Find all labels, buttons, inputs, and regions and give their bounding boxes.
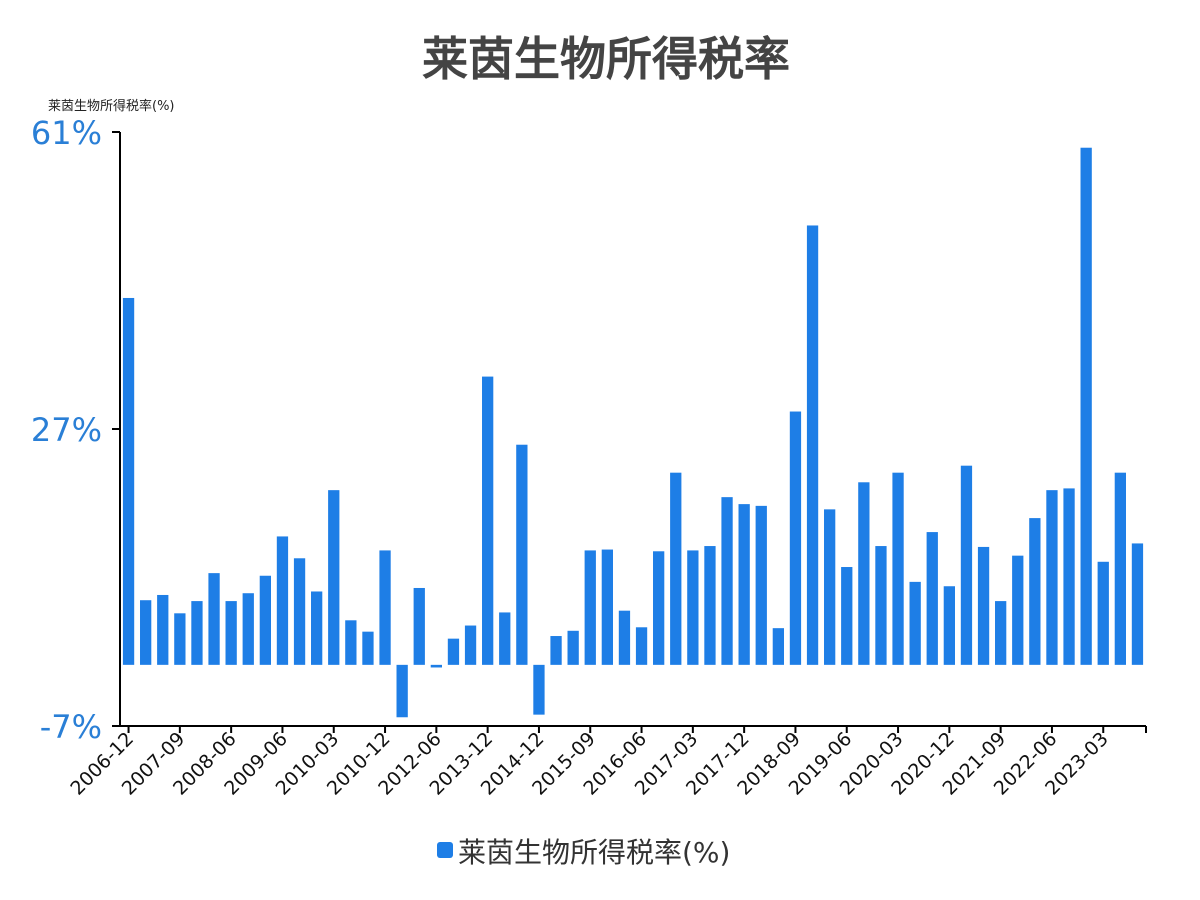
bar: [584, 550, 596, 665]
bar: [567, 630, 579, 665]
legend: 莱茵生物所得税率(%): [437, 836, 730, 869]
bar: [824, 509, 836, 665]
bar: [225, 601, 237, 665]
bar: [858, 482, 870, 665]
x-tick-group: 2006-122007-092008-062009-062010-032010-…: [66, 726, 1147, 800]
bar: [345, 620, 357, 665]
bar: [293, 558, 306, 665]
bar: [550, 636, 562, 665]
bar: [892, 472, 904, 665]
bar: [806, 225, 819, 665]
bar: [328, 490, 340, 665]
bar: [1029, 518, 1041, 665]
bar: [755, 505, 767, 665]
bar: [977, 546, 990, 665]
legend-label: 莱茵生物所得税率(%): [458, 836, 730, 869]
bar: [259, 575, 271, 665]
bar: [208, 573, 220, 665]
y-tick-label: 27%: [31, 411, 102, 449]
bar: [362, 631, 374, 665]
bar: [1080, 147, 1092, 665]
bar: [122, 297, 135, 665]
axes-group: [119, 132, 1146, 727]
bar: [516, 444, 528, 665]
bar-group: [122, 147, 1144, 718]
bar: [926, 532, 938, 665]
bar: [482, 376, 494, 665]
y-tick-label: -7%: [40, 708, 102, 746]
bar: [721, 497, 733, 665]
y-tick-label: 61%: [31, 114, 102, 152]
bar: [943, 586, 955, 665]
bar: [413, 587, 425, 665]
bar: [533, 664, 545, 715]
bar: [1097, 561, 1109, 665]
bar: [875, 546, 887, 665]
y-axis-unit-label: 莱茵生物所得税率(%): [48, 98, 175, 114]
bar: [909, 581, 921, 665]
bar: [464, 625, 477, 665]
bar: [687, 550, 699, 665]
bar: [140, 600, 152, 665]
bar: [995, 601, 1007, 665]
bar: [379, 550, 391, 665]
bar: [311, 591, 323, 665]
bar: [276, 536, 289, 665]
bar: [447, 638, 460, 665]
bar: [960, 465, 973, 665]
bar: [601, 549, 613, 665]
bar: [618, 610, 631, 665]
bar: [738, 504, 750, 665]
bar: [1114, 472, 1126, 665]
bar: [653, 551, 665, 665]
bar: [1131, 543, 1144, 665]
bar: [430, 664, 442, 668]
bar: [704, 546, 716, 665]
bar: [635, 627, 648, 665]
legend-swatch: [437, 842, 453, 858]
y-tick-group: 61% 27% -7%: [31, 114, 120, 746]
bar: [242, 593, 254, 665]
bar: [157, 594, 169, 665]
chart-title: 莱茵生物所得税率: [422, 32, 790, 86]
bar: [789, 411, 802, 665]
bar: [191, 601, 203, 665]
bar: [1063, 488, 1075, 665]
bar: [841, 567, 853, 665]
bar: [499, 612, 511, 665]
bar: [670, 472, 682, 665]
bar: [174, 613, 186, 665]
bar: [396, 664, 408, 718]
bar: [772, 628, 784, 665]
bar: [1012, 555, 1024, 665]
bar: [1046, 490, 1058, 665]
